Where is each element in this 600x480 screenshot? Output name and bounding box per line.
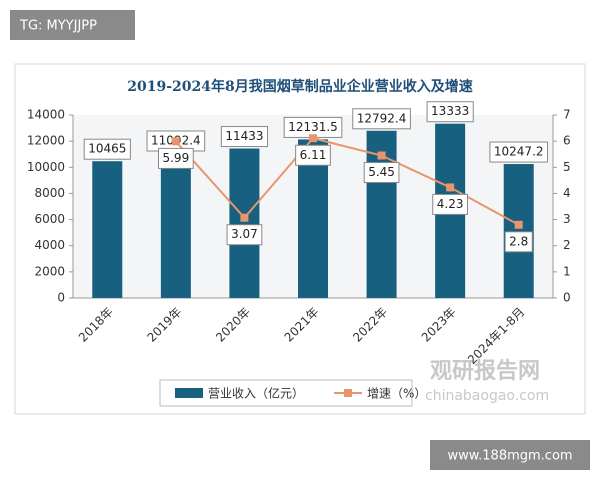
watermark-box	[430, 440, 590, 470]
y2-tick-label: 7	[563, 108, 571, 122]
y-tick-label: 2000	[34, 264, 65, 278]
data-label-box	[226, 224, 263, 246]
line-marker	[514, 220, 523, 229]
data-label-box	[489, 141, 549, 163]
legend-label: 增速（%）	[367, 387, 426, 401]
data-label-box	[432, 193, 469, 215]
data-label-box	[295, 144, 331, 166]
data-label: 10247.2	[494, 145, 544, 159]
line-marker	[377, 151, 386, 160]
chart-title: 2019-2024年8月我国烟草制品业企业营业收入及增速	[127, 78, 472, 95]
y2-tick-label: 0	[563, 291, 571, 305]
data-label-box	[426, 101, 474, 123]
bar	[92, 161, 123, 298]
y2-tick-label: 6	[563, 134, 571, 148]
line-marker	[240, 213, 249, 222]
y2-tick-label: 4	[563, 186, 571, 200]
watermark-box	[10, 10, 135, 40]
data-label: 12131.5	[288, 120, 338, 134]
y-tick-label: 8000	[34, 186, 65, 200]
bar	[229, 148, 260, 298]
data-label: 10465	[88, 142, 126, 156]
line	[175, 137, 520, 226]
data-label-box	[363, 162, 400, 184]
data-label: 12792.4	[357, 111, 407, 125]
y-tick-label: 12000	[27, 134, 65, 148]
data-label-box	[157, 147, 194, 169]
legend-swatch	[344, 389, 353, 397]
data-label: 2.8	[509, 234, 528, 248]
y-tick-label: 6000	[34, 212, 65, 226]
line-marker	[446, 183, 455, 192]
y2-tick-label: 3	[563, 212, 571, 226]
y-tick-label: 0	[57, 291, 65, 305]
line-marker	[171, 137, 180, 146]
data-label: 4.23	[437, 197, 464, 211]
data-label: 3.07	[231, 227, 258, 241]
legend-swatch	[175, 388, 203, 398]
line-marker	[309, 134, 317, 143]
watermark: chinabaogao.com	[425, 388, 549, 404]
y-tick-label: 14000	[27, 108, 65, 122]
y2-tick-label: 1	[563, 264, 571, 278]
y-tick-label: 10000	[27, 160, 65, 174]
watermark: www.188mgm.com	[447, 449, 572, 464]
data-label-box	[504, 231, 533, 253]
bar	[298, 139, 328, 298]
data-label-box	[352, 108, 411, 130]
data-label: 6.11	[300, 148, 327, 162]
watermark: TG: MYYJJPP	[19, 19, 97, 34]
bar	[160, 153, 191, 298]
data-label: 5.99	[162, 151, 189, 165]
data-label: 13333	[431, 104, 469, 118]
data-label-box	[220, 126, 269, 148]
y2-tick-label: 2	[563, 238, 571, 252]
data-label: 5.45	[368, 165, 395, 179]
y2-tick-label: 5	[563, 160, 571, 174]
y-tick-label: 4000	[34, 238, 65, 252]
legend-label: 营业收入（亿元）	[208, 386, 304, 401]
data-label: 11433	[225, 129, 263, 143]
bar	[503, 164, 534, 298]
data-label-box	[83, 138, 131, 160]
watermark: 观研报告网	[430, 359, 540, 384]
